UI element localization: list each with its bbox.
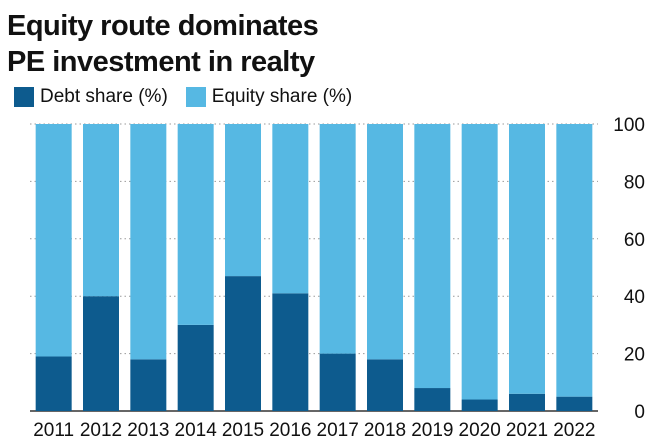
grid-layer: [30, 123, 598, 412]
x-tick-label: 2016: [269, 420, 311, 441]
legend-swatch-debt: [14, 87, 34, 107]
x-tick-label: 2022: [553, 420, 595, 441]
bar-debt-2015: [225, 276, 261, 411]
bar-layer: [35, 124, 593, 411]
y-tick-label: 40: [624, 287, 645, 308]
x-tick-label: 2013: [127, 420, 169, 441]
bar-debt-2019: [414, 388, 451, 411]
bar-debt-2012: [83, 296, 119, 411]
bar-debt-2021: [509, 393, 545, 411]
bar-debt-2013: [130, 359, 167, 411]
bar-debt-2022: [556, 396, 593, 411]
legend-label-equity: Equity share (%): [211, 86, 353, 107]
x-tick-label: 2017: [317, 420, 359, 441]
x-axis-labels: 2011 2012 2013 2014 2015 2016 2017 2018 2019 2020…: [33, 420, 595, 441]
bar-equity-2018: [367, 124, 403, 360]
x-tick-label: 2011: [33, 420, 74, 441]
bar-equity-2015: [225, 124, 261, 277]
bar-equity-2014: [177, 124, 214, 325]
y-tick-label: 20: [624, 345, 645, 366]
title-line-2: PE investment in realty: [7, 46, 315, 78]
x-tick-label: 2019: [411, 420, 453, 441]
title-line-1: Equity route dominates: [7, 10, 319, 42]
bar-debt-2020: [461, 399, 498, 411]
legend-item-debt: Debt share (%): [14, 86, 168, 108]
x-tick-label: 2015: [222, 420, 264, 441]
y-tick-label: 80: [624, 172, 645, 193]
x-tick-label: 2021: [506, 420, 548, 441]
bar-equity-2017: [319, 124, 356, 354]
bar-equity-2011: [35, 124, 72, 357]
x-tick-label: 2020: [459, 420, 501, 441]
bar-debt-2016: [272, 293, 309, 411]
x-tick-label: 2018: [364, 420, 406, 441]
legend-swatch-equity: [185, 87, 206, 107]
bar-debt-2017: [319, 353, 356, 411]
bar-equity-2020: [461, 124, 498, 400]
bar-debt-2011: [35, 356, 72, 411]
y-axis-labels: 0 20 40 60 80 100: [613, 115, 645, 423]
legend: Debt share (%) Equity share (%): [14, 86, 370, 108]
bar-equity-2022: [556, 124, 593, 397]
chart-title: Equity route dominates PE investment in …: [7, 8, 319, 80]
bar-equity-2012: [83, 124, 119, 297]
x-tick-label: 2012: [80, 420, 122, 441]
y-tick-label: 0: [634, 402, 645, 423]
y-tick-label: 60: [624, 230, 645, 251]
bar-equity-2021: [509, 124, 545, 394]
legend-item-equity: Equity share (%): [185, 86, 353, 108]
y-tick-label: 100: [613, 115, 645, 136]
legend-label-debt: Debt share (%): [40, 86, 168, 107]
bar-equity-2016: [272, 124, 309, 294]
bar-equity-2019: [414, 124, 451, 389]
bar-debt-2018: [367, 359, 403, 411]
bar-debt-2014: [177, 324, 214, 411]
x-tick-label: 2014: [175, 420, 218, 441]
bar-equity-2013: [130, 124, 167, 360]
